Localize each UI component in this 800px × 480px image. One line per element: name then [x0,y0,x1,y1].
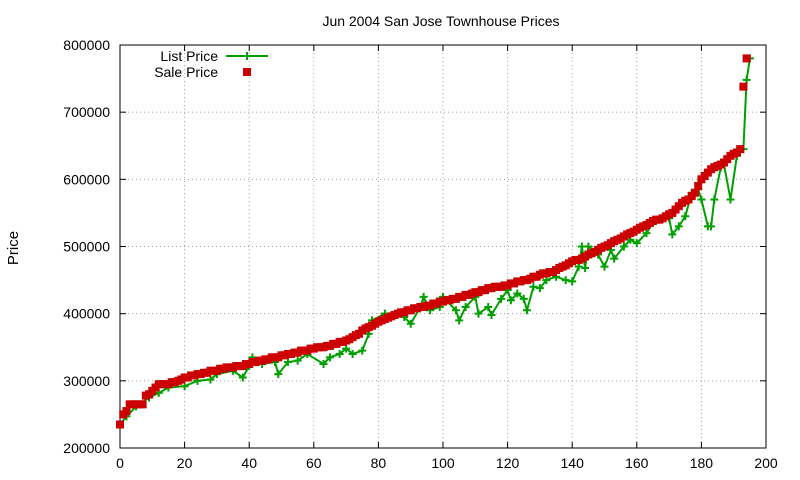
axis-ticks: 0 20 40 60 80 100 120 140 160 180 200 200000 300000 4… [63,37,778,471]
list-price-point [642,229,651,238]
legend-label: Sale Price [154,64,218,80]
list-price-point [484,302,493,311]
list-price-point [513,289,522,298]
y-axis-label: Price [5,231,22,265]
sale-price-point [739,82,748,91]
sale-price-point [122,407,131,416]
list-price-point [506,296,515,305]
list-price-point [584,242,593,251]
list-price-point [581,263,590,272]
list-price-point [574,262,583,271]
y-tick-label: 800000 [63,37,110,53]
list-price-point [348,349,357,358]
sale-price-point [736,145,745,154]
list-price-point [358,346,367,355]
y-tick-label: 400000 [63,306,110,322]
list-price-point [461,302,470,311]
list-price-point [568,277,577,286]
y-tick-label: 600000 [63,171,110,187]
list-price-point [474,309,483,318]
list-price-point [451,306,460,315]
list-price-point [487,311,496,320]
list-price-point [707,222,716,231]
list-price-point [610,254,619,263]
x-tick-label: 60 [306,455,322,471]
x-tick-label: 200 [754,455,778,471]
list-price-point [742,75,751,84]
list-price-point [674,222,683,231]
sale-price-point [742,54,751,63]
y-tick-label: 300000 [63,373,110,389]
list-price-point [542,276,551,285]
sale-price-point [694,182,703,191]
list-price-point [561,276,570,285]
y-tick-label: 200000 [63,440,110,456]
list-price-point [406,319,415,328]
list-price-point [681,212,690,221]
list-price-point [619,242,628,251]
list-price-point [529,282,538,291]
list-price-point [293,356,302,365]
list-price-point [342,344,351,353]
x-tick-label: 120 [496,455,520,471]
list-price-point [335,349,344,358]
sale-price-point [138,400,147,409]
list-price-point [522,306,531,315]
x-tick-label: 0 [116,455,124,471]
x-tick-label: 100 [431,455,455,471]
chart-title: Jun 2004 San Jose Townhouse Prices [322,13,559,29]
list-price-point [455,316,464,325]
list-price-point [535,284,544,293]
x-tick-label: 20 [177,455,193,471]
legend-label: List Price [160,48,218,64]
list-price-point [419,292,428,301]
legend-point-sample [243,68,251,76]
list-price-point [668,230,677,239]
list-price-point [319,360,328,369]
list-price-point [283,358,292,367]
y-tick-label: 700000 [63,104,110,120]
x-tick-label: 140 [561,455,585,471]
list-price-point [274,370,283,379]
sale-price-point [690,188,699,197]
series-sale-price [116,54,751,429]
sale-price-point [116,420,124,429]
list-price-point [180,382,189,391]
x-tick-label: 180 [690,455,714,471]
x-tick-label: 80 [371,455,387,471]
list-price-point [497,294,506,303]
y-tick-label: 500000 [63,239,110,255]
list-price-point [697,195,706,204]
list-price-point [206,375,215,384]
list-price-point [632,239,641,248]
list-price-point [238,373,247,382]
list-price-point [726,195,735,204]
x-tick-label: 160 [625,455,649,471]
legend-point-sample [243,52,251,60]
x-tick-label: 40 [241,455,257,471]
list-price-point [600,262,609,271]
list-price-point [519,294,528,303]
list-price-point [325,353,334,362]
series-layer [116,54,754,429]
list-price-point [710,195,719,204]
